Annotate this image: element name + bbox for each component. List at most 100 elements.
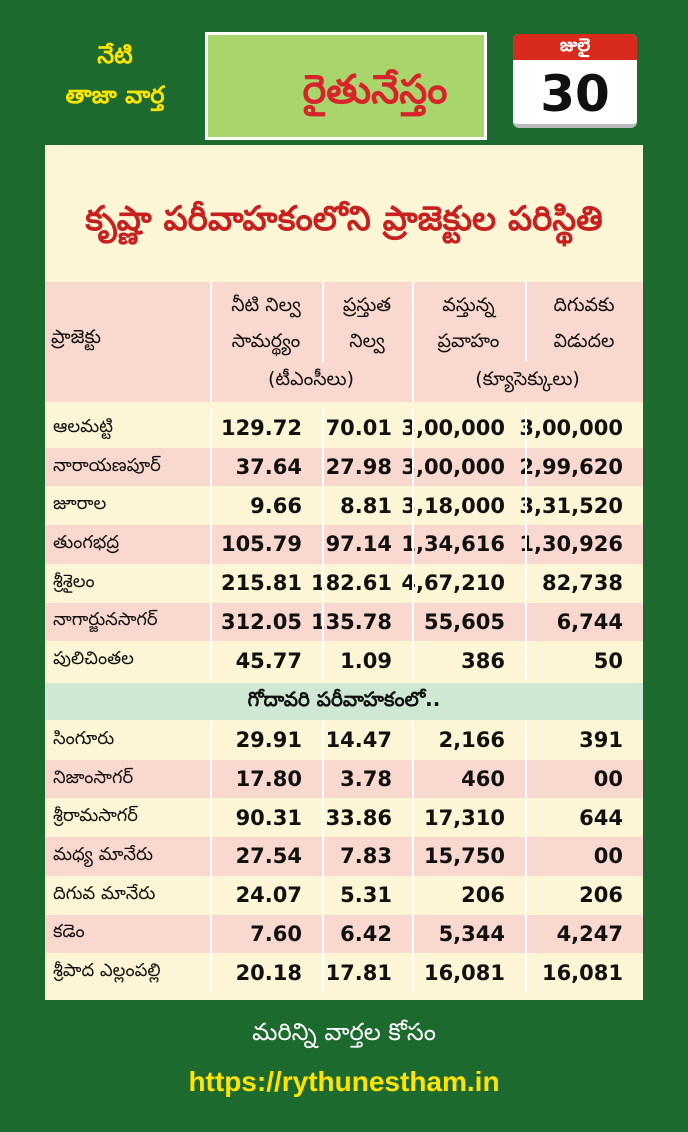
cell: 50 <box>593 648 623 673</box>
divider <box>412 721 414 760</box>
row-bg <box>45 486 643 526</box>
cell: 27.98 <box>325 455 392 480</box>
cell: 206 <box>579 883 623 908</box>
cell: 45.77 <box>235 648 302 673</box>
unit-label: (టీఎంసీలు) <box>267 367 355 390</box>
section-label: గోదావరి పరీవాహకంలో.. <box>45 683 643 720</box>
cell: 8.81 <box>340 493 392 518</box>
divider <box>412 563 414 603</box>
row-bg <box>45 525 643 564</box>
divider <box>210 282 212 402</box>
date-day: 30 <box>540 65 610 123</box>
row-bg <box>45 837 643 876</box>
cell: 5,344 <box>438 921 505 946</box>
divider <box>525 409 527 448</box>
cell: 3,00,000 <box>401 455 505 480</box>
divider <box>412 953 414 992</box>
cell: 2,99,620 <box>519 455 623 480</box>
divider <box>525 602 527 642</box>
project-name: సింగూరు <box>53 727 115 749</box>
cell: 644 <box>579 805 623 830</box>
project-name: శ్రీరామసాగర్ <box>53 805 138 827</box>
logo: రైతునేస్తం <box>302 67 448 113</box>
column-header: ప్రస్తుత <box>342 293 392 316</box>
divider <box>525 914 527 954</box>
divider <box>525 837 527 876</box>
cell: 90.31 <box>235 805 302 830</box>
row-bg <box>45 409 643 448</box>
divider <box>412 914 414 954</box>
divider <box>525 563 527 603</box>
tagline: నేటి <box>97 41 133 69</box>
project-name: శ్రీపాద ఎల్లంపల్లి <box>53 960 161 982</box>
title: కృష్ణా పరీవాహకంలోని ప్రాజెక్టుల పరిస్థిత… <box>85 198 603 239</box>
divider <box>210 602 212 642</box>
divider <box>210 447 212 487</box>
cell: 105.79 <box>220 532 302 557</box>
divider <box>412 837 414 876</box>
cell: 55,605 <box>423 609 505 634</box>
unit-label: (క్యూసెక్కులు) <box>475 367 580 390</box>
logo-box <box>205 32 487 140</box>
project-name: దిగువ మానేరు <box>53 882 156 904</box>
project-name: ఆలమట్టి <box>53 415 114 437</box>
row-bg <box>45 914 643 954</box>
cell: 17.80 <box>235 767 302 792</box>
divider <box>210 721 212 760</box>
divider <box>525 953 527 992</box>
cell: 206 <box>461 883 505 908</box>
row-bg <box>45 721 643 760</box>
column-header: విడుదల <box>553 329 615 352</box>
cell: 15,750 <box>423 844 505 869</box>
cell: 182.61 <box>310 571 392 596</box>
divider <box>210 759 212 799</box>
divider <box>322 563 324 603</box>
divider <box>322 759 324 799</box>
column-header: ప్రవాహం <box>437 329 500 352</box>
row-bg <box>45 563 643 603</box>
divider <box>525 525 527 564</box>
cell: 7.60 <box>250 921 302 946</box>
cell: 24.07 <box>235 883 302 908</box>
divider <box>525 798 527 838</box>
column-header: సామర్థ్యం <box>231 329 301 352</box>
date-month: జులై <box>559 34 591 56</box>
cell: 3,00,000 <box>401 416 505 441</box>
project-name: కడెం <box>53 921 85 943</box>
divider <box>210 875 212 915</box>
column-header: ప్రాజెక్టు <box>51 325 101 348</box>
project-name: నారాయణపూర్ <box>53 454 161 476</box>
row-bg <box>45 447 643 487</box>
cell: 1.09 <box>340 648 392 673</box>
footer-text: మరిన్ని వార్తల కోసం <box>252 1018 436 1046</box>
cell: 14.47 <box>325 728 392 753</box>
row-bg <box>45 759 643 799</box>
divider <box>210 641 212 680</box>
cell: 129.72 <box>220 416 302 441</box>
cell: 3,00,000 <box>519 416 623 441</box>
row-bg <box>45 641 643 680</box>
cell: 4,67,210 <box>401 571 505 596</box>
cell: 5.31 <box>340 883 392 908</box>
divider <box>210 914 212 954</box>
cell: 391 <box>579 728 623 753</box>
row-bg <box>45 602 643 642</box>
divider <box>322 602 324 642</box>
divider <box>322 282 324 362</box>
cell: 4,247 <box>556 921 623 946</box>
cell: 460 <box>461 767 505 792</box>
cell: 70.01 <box>325 416 392 441</box>
project-name: నాగార్జునసాగర్ <box>53 609 158 631</box>
divider <box>322 875 324 915</box>
divider <box>412 798 414 838</box>
divider <box>322 447 324 487</box>
divider <box>322 721 324 760</box>
divider <box>412 641 414 680</box>
project-name: పులిచింతల <box>53 648 134 670</box>
divider <box>525 282 527 362</box>
cell: 00 <box>593 844 623 869</box>
divider <box>210 409 212 448</box>
cell: 00 <box>593 767 623 792</box>
divider <box>210 953 212 992</box>
cell: 135.78 <box>310 609 392 634</box>
